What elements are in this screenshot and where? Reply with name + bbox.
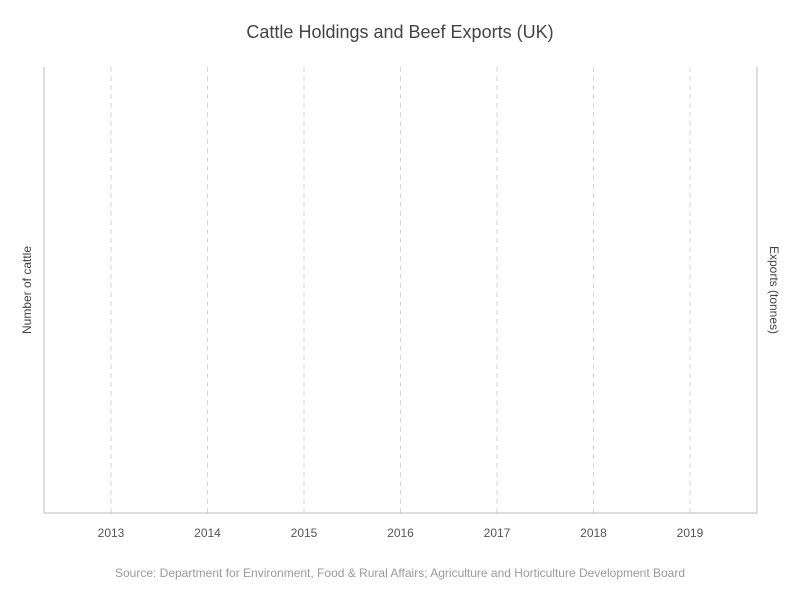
x-gridlines bbox=[110, 67, 691, 513]
source-note: Source: Department for Environment, Food… bbox=[115, 566, 685, 580]
x-tick-labels: 2013 2014 2015 2016 2017 2018 2019 bbox=[98, 526, 704, 540]
y-axis-label-left: Number of cattle bbox=[20, 246, 34, 334]
x-tick-label: 2015 bbox=[291, 526, 318, 540]
x-tick-label: 2014 bbox=[194, 526, 221, 540]
x-tick-label: 2018 bbox=[580, 526, 607, 540]
x-tick-label: 2019 bbox=[677, 526, 704, 540]
x-tick-label: 2017 bbox=[484, 526, 511, 540]
y-axis-label-right: Exports (tonnes) bbox=[767, 246, 781, 334]
chart-title: Cattle Holdings and Beef Exports (UK) bbox=[246, 22, 553, 42]
x-tick-label: 2013 bbox=[98, 526, 125, 540]
x-tick-label: 2016 bbox=[387, 526, 414, 540]
